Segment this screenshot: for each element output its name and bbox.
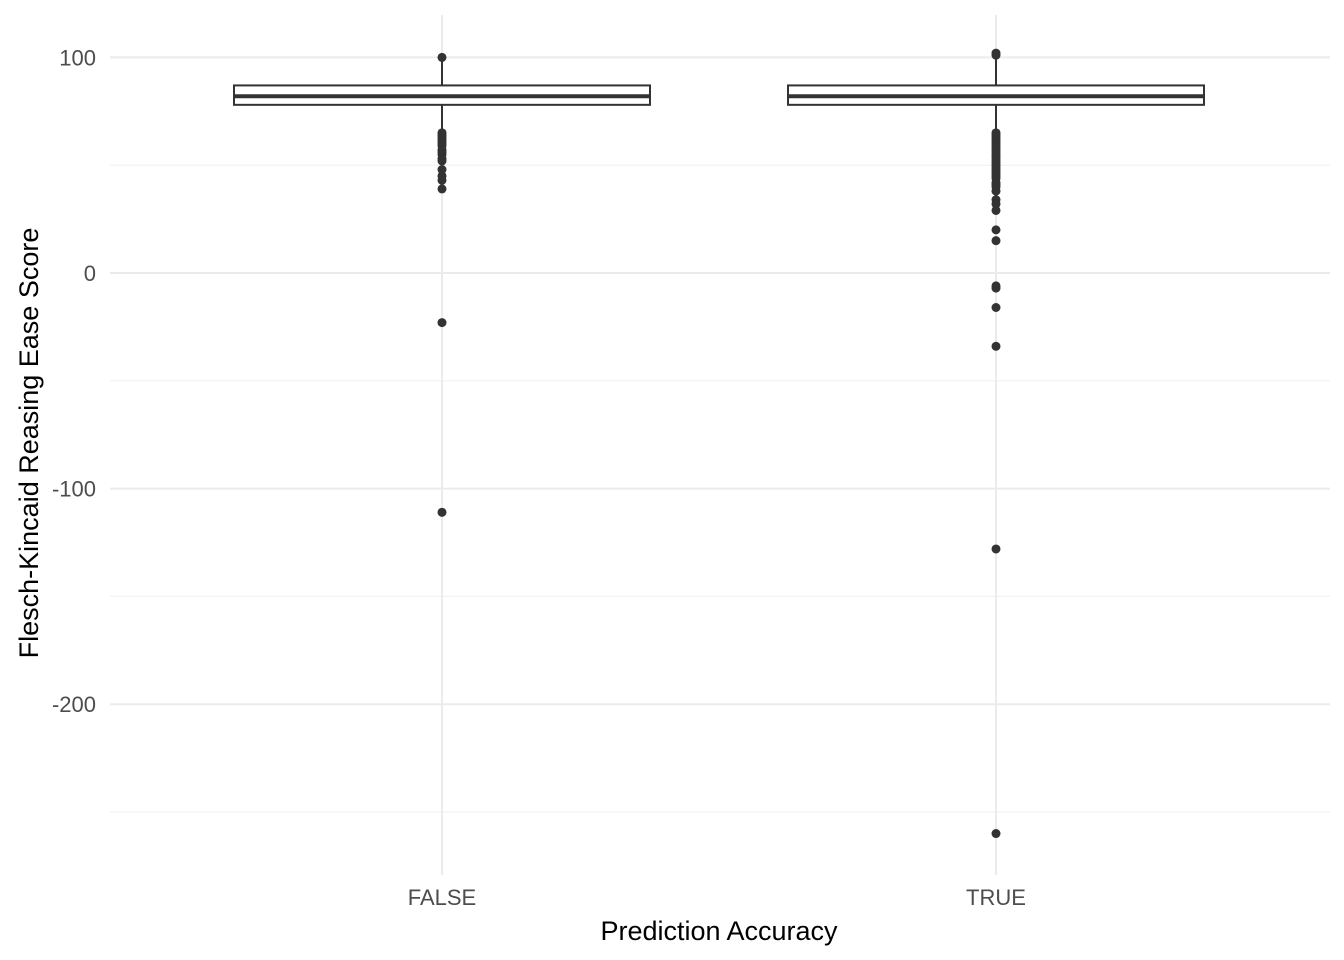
tick-layer: 100 0 -100 -200 FALSE TRUE xyxy=(52,45,1026,910)
outlier-point xyxy=(437,156,447,166)
outlier-point xyxy=(437,52,447,62)
outlier-point xyxy=(991,544,1001,554)
outlier-point xyxy=(991,50,1001,60)
outlier-point xyxy=(437,175,447,185)
outlier-point xyxy=(437,184,447,194)
outlier-point xyxy=(991,205,1001,215)
outlier-point xyxy=(991,302,1001,312)
y-tick-label: 0 xyxy=(84,261,96,286)
grid-layer xyxy=(110,15,1330,875)
y-axis-title: Flesch-Kincaid Reasing Ease Score xyxy=(14,228,44,659)
outlier-point xyxy=(991,283,1001,293)
box-layer xyxy=(233,48,1205,839)
outlier-point xyxy=(991,186,1001,196)
outlier-point xyxy=(991,341,1001,351)
outlier-point xyxy=(991,829,1001,839)
outlier-point xyxy=(437,507,447,517)
x-tick-label: FALSE xyxy=(408,885,476,910)
outlier-point xyxy=(991,236,1001,246)
box-false xyxy=(233,52,651,517)
x-axis-title: Prediction Accuracy xyxy=(600,916,838,946)
outlier-point xyxy=(991,199,1001,209)
y-tick-label: 100 xyxy=(59,45,96,70)
box-true xyxy=(787,48,1205,839)
outlier-point xyxy=(437,318,447,328)
y-tick-label: -200 xyxy=(52,692,96,717)
outlier-point xyxy=(437,165,447,175)
outlier-point xyxy=(991,225,1001,235)
x-tick-label: TRUE xyxy=(966,885,1026,910)
y-tick-label: -100 xyxy=(52,477,96,502)
